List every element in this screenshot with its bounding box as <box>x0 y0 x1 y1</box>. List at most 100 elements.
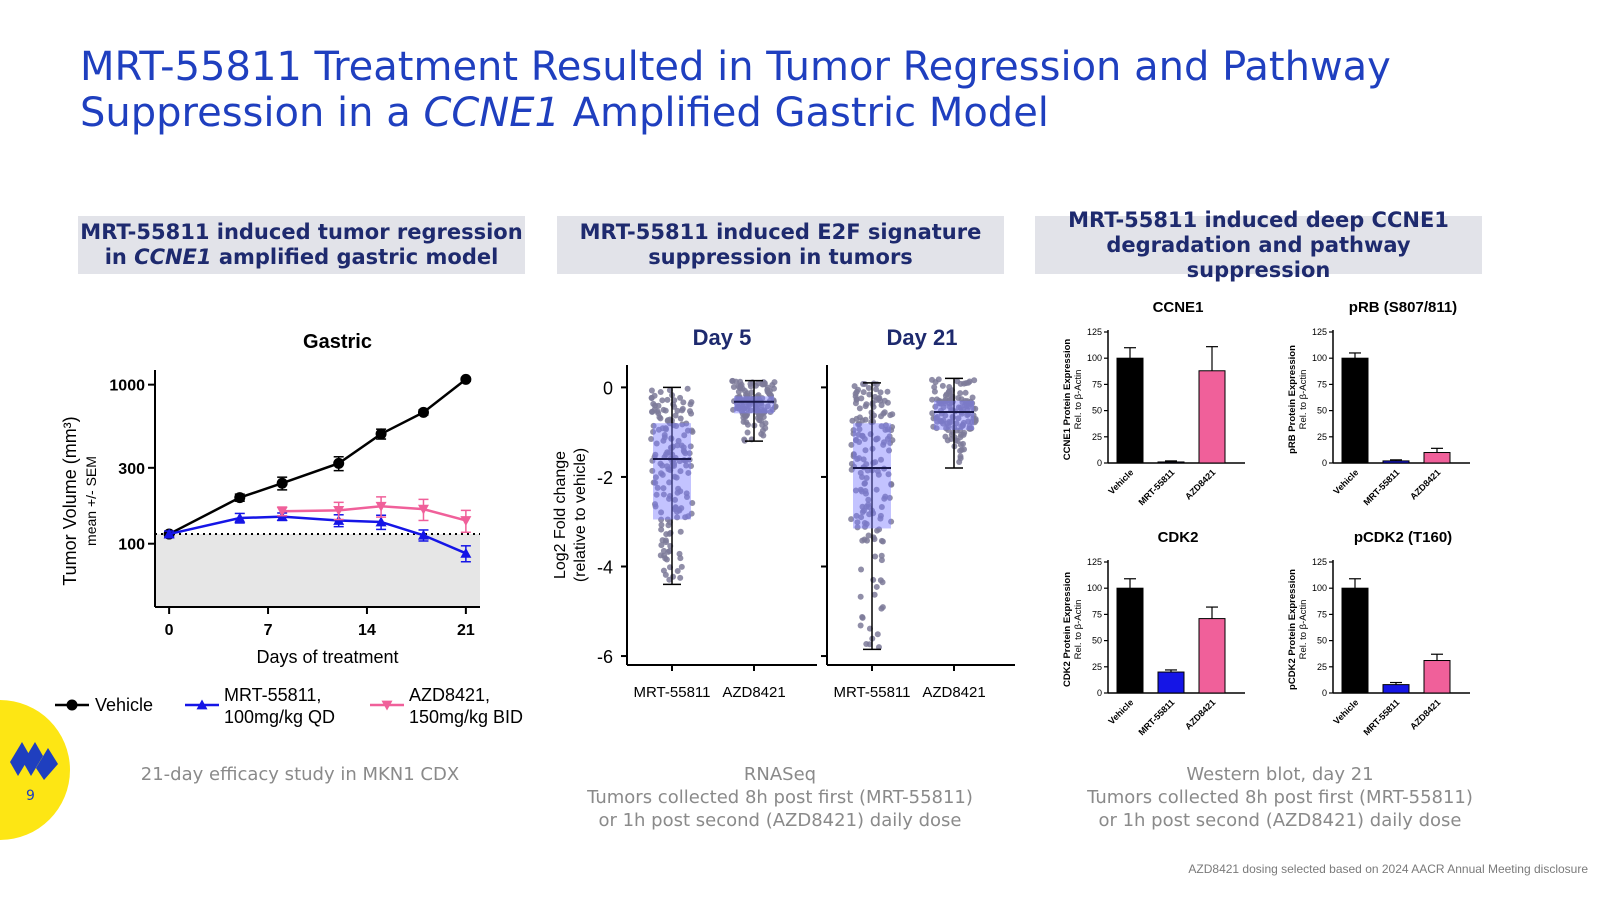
data-point <box>931 388 938 395</box>
data-point <box>850 430 857 437</box>
panel-1-banner-line-2: in CCNE1 amplified gastric model <box>105 245 499 270</box>
data-point <box>936 400 943 407</box>
title-gene-name: CCNE1 <box>423 90 560 136</box>
data-point <box>889 411 896 418</box>
x-tick-label: MRT-55811 <box>1361 697 1401 737</box>
data-point <box>861 435 868 442</box>
data-point <box>649 467 656 474</box>
panel-3-caption: Western blot, day 21 Tumors collected 8h… <box>1070 763 1490 832</box>
data-point <box>934 418 941 425</box>
panel-title: pCDK2 (T160) <box>1354 529 1452 546</box>
title-line-1: MRT-55811 Treatment Resulted in Tumor Re… <box>80 44 1391 90</box>
data-point <box>662 571 669 578</box>
data-point <box>740 418 747 425</box>
data-point <box>674 489 681 496</box>
data-point <box>888 481 895 488</box>
data-point <box>858 395 865 402</box>
x-tick-label: Vehicle <box>1106 467 1135 496</box>
caption-line: or 1h post second (AZD8421) daily dose <box>598 810 962 831</box>
data-point <box>660 437 667 444</box>
data-point <box>686 408 693 415</box>
data-point <box>873 386 880 393</box>
panel-2-banner: MRT-55811 induced E2F signature suppress… <box>557 216 1004 274</box>
data-point <box>861 381 868 388</box>
x-tick-label: MRT-55811 <box>634 684 711 701</box>
data-point <box>658 509 665 516</box>
x-tick-label: 21 <box>457 622 475 639</box>
data-point <box>878 503 885 510</box>
data-point <box>933 425 940 432</box>
bar <box>1157 671 1185 694</box>
y-tick-label: 25 <box>1092 432 1102 442</box>
panel-3-banner-line-1: MRT-55811 induced deep CCNE1 <box>1068 207 1449 232</box>
y-tick-label: 50 <box>1092 406 1102 416</box>
data-point <box>878 605 885 612</box>
data-point <box>860 456 867 463</box>
data-point <box>660 406 667 413</box>
data-point <box>680 444 687 451</box>
data-point <box>681 432 688 439</box>
data-point <box>744 406 751 413</box>
data-point <box>858 566 865 573</box>
data-point <box>677 415 684 422</box>
data-point <box>460 373 472 385</box>
y-tick-label: 75 <box>1092 379 1102 389</box>
data-point <box>859 614 866 621</box>
x-tick-label: AZD8421 <box>1408 467 1442 501</box>
data-point <box>759 381 766 388</box>
y-axis-sublabel: Rel. to β-Actin <box>1298 600 1309 660</box>
caption-line: Western blot, day 21 <box>1186 764 1374 785</box>
y-tick-label: 100 <box>1087 353 1102 363</box>
data-point <box>864 467 871 474</box>
bar <box>1341 587 1369 694</box>
data-point <box>857 486 864 493</box>
bar <box>1341 357 1369 464</box>
data-point <box>957 427 964 434</box>
data-point <box>863 401 870 408</box>
bar <box>1382 684 1410 694</box>
data-point <box>666 530 673 537</box>
data-point <box>767 409 774 416</box>
data-point <box>957 453 964 460</box>
data-point <box>862 488 869 495</box>
x-tick-label: 7 <box>264 622 273 639</box>
data-point <box>873 486 880 493</box>
data-point <box>759 421 766 428</box>
bar <box>1198 370 1226 464</box>
data-point <box>739 410 746 417</box>
data-point <box>870 576 877 583</box>
legend-label: 150mg/kg BID <box>409 707 523 727</box>
y-tick-label: 100 <box>118 537 145 554</box>
y-tick-label: 25 <box>1092 662 1102 672</box>
data-point <box>655 426 662 433</box>
y-tick-label: 125 <box>1312 327 1327 337</box>
data-point <box>855 386 862 393</box>
title-line-2-start: Suppression in a <box>80 90 424 136</box>
y-tick-label: 0 <box>603 378 613 398</box>
data-point <box>872 553 879 560</box>
x-tick-label: AZD8421 <box>1408 697 1442 731</box>
data-point <box>885 471 892 478</box>
data-point <box>673 508 680 515</box>
data-point <box>657 389 664 396</box>
y-tick-label: 25 <box>1317 662 1327 672</box>
x-tick-label: Vehicle <box>1106 697 1135 726</box>
data-point <box>861 480 868 487</box>
x-tick-label: 0 <box>165 622 174 639</box>
data-point <box>674 514 681 521</box>
bar <box>1382 460 1410 464</box>
data-point <box>417 406 429 418</box>
data-point <box>333 505 345 516</box>
data-point <box>685 469 692 476</box>
data-point <box>687 443 694 450</box>
x-tick-label: MRT-55811 <box>1136 467 1176 507</box>
data-point <box>677 555 684 562</box>
data-point <box>866 391 873 398</box>
y-tick-label: 125 <box>1087 327 1102 337</box>
data-point <box>856 426 863 433</box>
data-point <box>748 389 755 396</box>
data-point <box>958 446 965 453</box>
panel-title: CDK2 <box>1158 529 1199 546</box>
data-point <box>682 514 689 521</box>
data-point <box>884 388 891 395</box>
